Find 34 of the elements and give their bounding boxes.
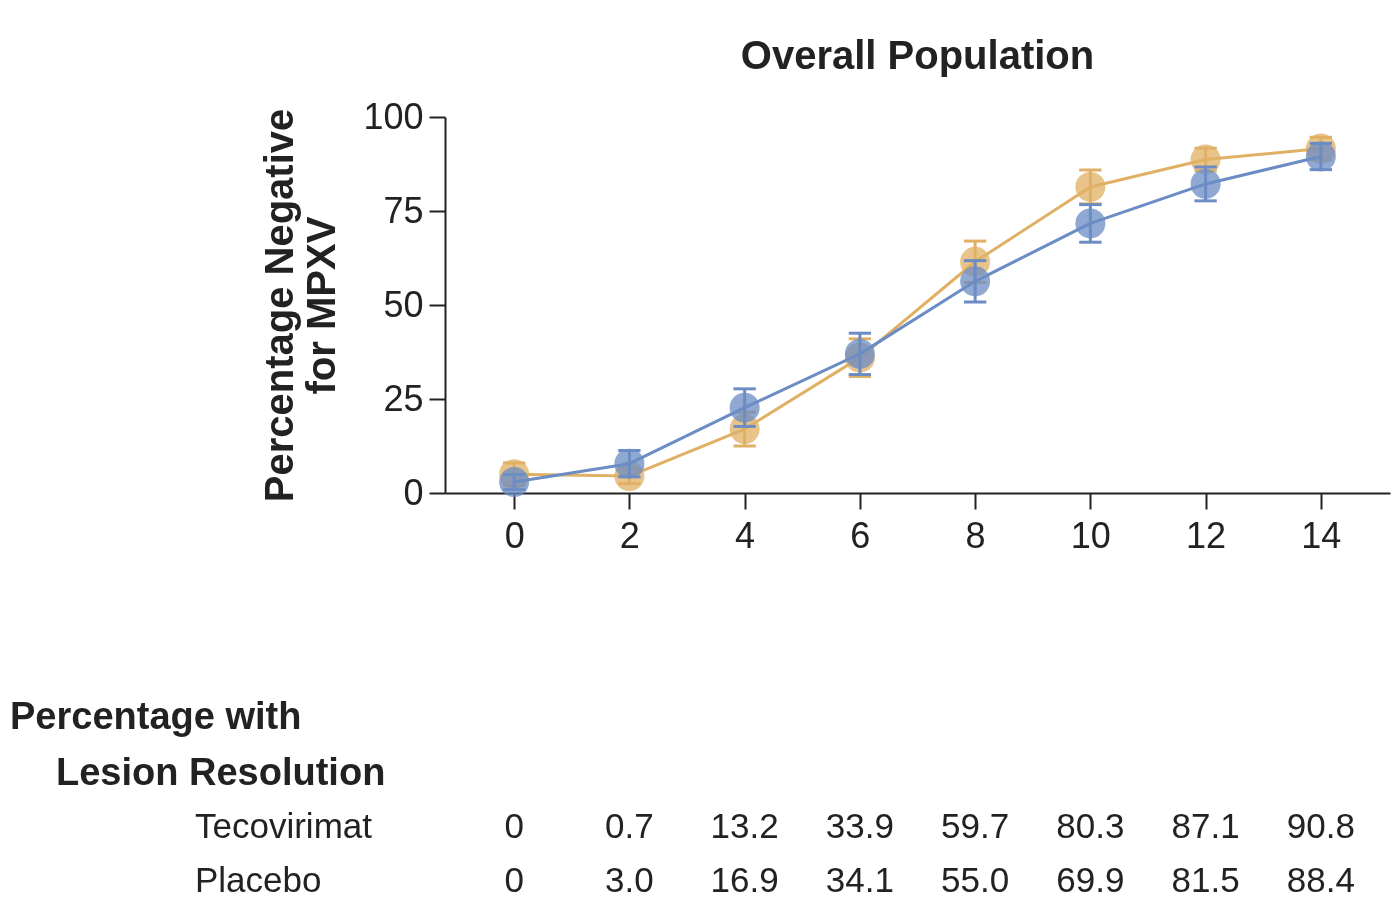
x-tick-label: 14: [1301, 514, 1342, 556]
x-tick-label: 8: [965, 514, 986, 556]
text: 90.8: [1286, 806, 1355, 846]
y-tick-label: 0: [403, 471, 424, 513]
text: 87.1: [1171, 806, 1240, 846]
text: 55.0: [941, 860, 1010, 900]
text: 69.9: [1056, 860, 1125, 900]
y-tick-label: 25: [383, 377, 424, 419]
text: Tecovirimat: [195, 806, 372, 846]
text: Percentage with Lesion Resolution: [10, 694, 386, 795]
y-axis-title: Percentage Negative for MPXV: [257, 108, 344, 503]
text: 0.7: [605, 806, 654, 846]
text: 16.9: [710, 860, 779, 900]
text: 88.4: [1286, 860, 1355, 900]
text: Placebo: [195, 860, 322, 900]
x-tick-label: 6: [850, 514, 871, 556]
text: 3.0: [605, 860, 654, 900]
y-tick-label: 50: [383, 283, 424, 325]
x-tick-label: 10: [1070, 514, 1111, 556]
text: 34.1: [825, 860, 894, 900]
x-tick-label: 4: [735, 514, 756, 556]
y-tick-label: 75: [383, 189, 424, 231]
text: 33.9: [825, 806, 894, 846]
y-tick-label: 100: [363, 95, 424, 137]
text: 81.5: [1171, 860, 1240, 900]
text: 13.2: [710, 806, 779, 846]
x-tick-label: 12: [1186, 514, 1227, 556]
chart-title: Overall Population: [740, 33, 1095, 77]
text: 80.3: [1056, 806, 1125, 846]
text: 0: [504, 806, 524, 846]
x-tick-label: 0: [504, 514, 525, 556]
text: 0: [504, 860, 524, 900]
text: 59.7: [941, 806, 1010, 846]
x-tick-label: 2: [619, 514, 640, 556]
